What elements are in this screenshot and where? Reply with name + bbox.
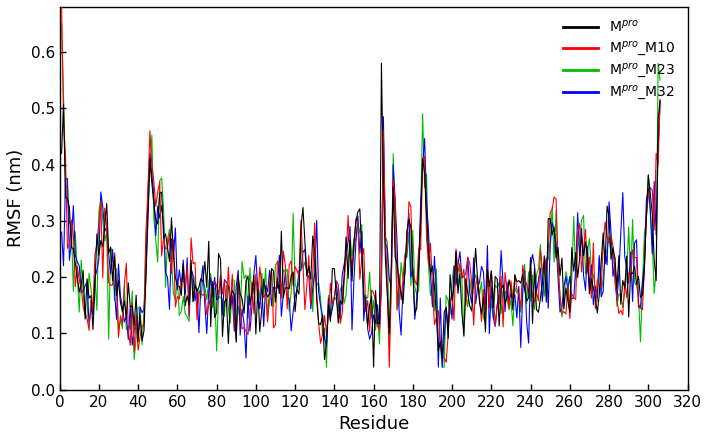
Y-axis label: RMSF (nm): RMSF (nm) xyxy=(7,149,25,247)
X-axis label: Residue: Residue xyxy=(338,415,409,433)
Legend: M$^{pro}$, M$^{pro}$_M10, M$^{pro}$_M23, M$^{pro}$_M32: M$^{pro}$, M$^{pro}$_M10, M$^{pro}$_M23,… xyxy=(557,14,681,108)
